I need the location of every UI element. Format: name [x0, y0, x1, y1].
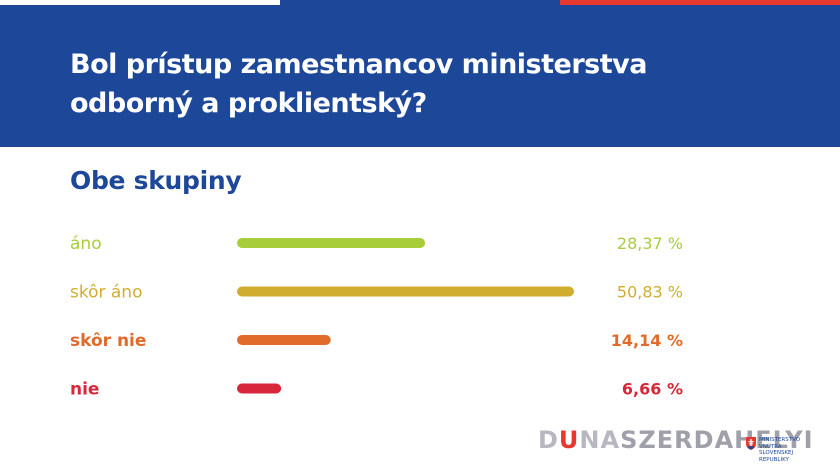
bar: [237, 286, 574, 297]
value-label: 28,37 %: [617, 234, 683, 253]
value-label: 6,66 %: [622, 380, 683, 399]
category-label: nie: [70, 380, 99, 400]
logo-text-3: NA: [579, 426, 621, 454]
bar-chart: áno 28,37 % skôr áno 50,83 % skôr nie 14,14 %…: [70, 234, 683, 400]
category-label: skôr áno: [70, 283, 142, 303]
category-label: áno: [70, 234, 102, 254]
logo-text-1: D: [538, 426, 559, 454]
ministry-name: MINISTERSTVO VNÚTRA SLOVENSKEJ REPUBLIKY: [759, 437, 821, 463]
category-label: skôr nie: [70, 331, 146, 351]
ministry-line-3: SLOVENSKEJ REPUBLIKY: [759, 450, 794, 463]
header-banner: Bol prístup zamestnancov ministerstva od…: [0, 5, 840, 147]
ministry-logo: MINISTERSTVO VNÚTRA SLOVENSKEJ REPUBLIKY: [746, 437, 821, 463]
title-line-1: Bol prístup zamestnancov ministerstva: [70, 49, 647, 80]
value-label: 14,14 %: [611, 331, 683, 350]
logo-text-2: U: [558, 426, 580, 454]
bar: [237, 335, 331, 345]
page-title: Bol prístup zamestnancov ministerstva od…: [70, 45, 770, 123]
title-line-2: odborný a proklientský?: [70, 88, 427, 119]
stripe-red: [560, 0, 840, 5]
stripe-white: [0, 0, 280, 5]
chart-subtitle: Obe skupiny: [70, 166, 242, 195]
coat-of-arms-icon: [746, 437, 756, 450]
ministry-line-1: MINISTERSTVO: [759, 437, 801, 443]
logo-text-4: SZERDAHELYI: [620, 426, 814, 454]
ministry-line-2: VNÚTRA: [759, 443, 782, 450]
bar: [237, 238, 426, 248]
stripe-blue: [280, 0, 560, 5]
value-label: 50,83 %: [617, 283, 683, 302]
bar: [237, 383, 282, 394]
dunaszerdahelyi-logo: D U NA SZERDAHELYI: [538, 423, 814, 457]
top-stripe: [0, 0, 840, 5]
